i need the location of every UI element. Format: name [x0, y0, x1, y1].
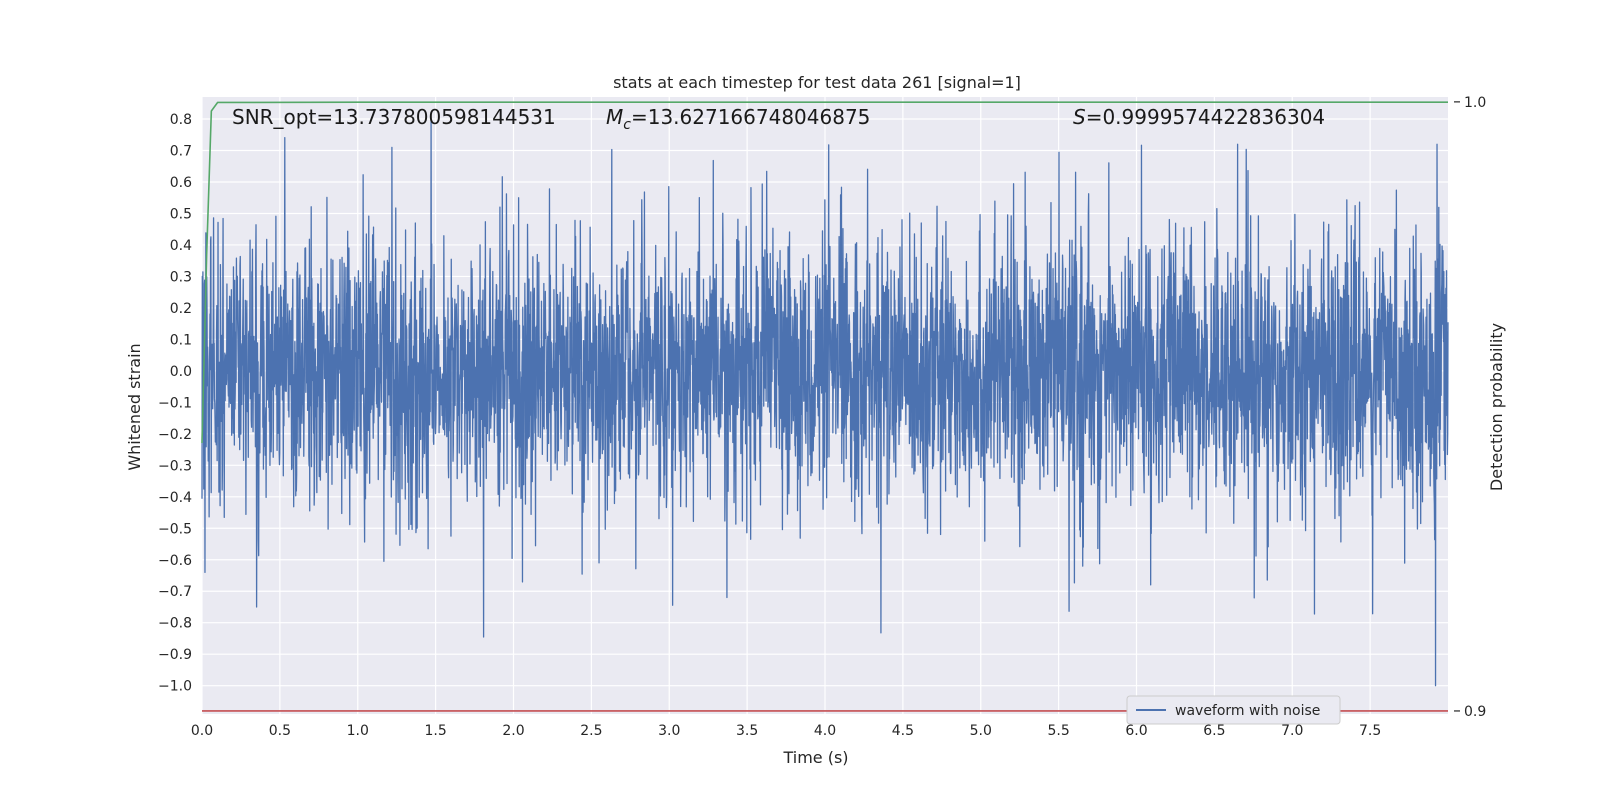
- chirp-mass-symbol: M: [606, 105, 623, 129]
- y-tick-label: −0.9: [158, 647, 192, 663]
- y-tick-label: −0.6: [158, 553, 192, 569]
- x-tick-label: 4.0: [814, 723, 836, 739]
- legend: waveform with noise: [1126, 695, 1341, 725]
- legend-box: [1126, 695, 1341, 725]
- s-annotation: S=0.9999574422836304: [1073, 105, 1325, 129]
- x-tick-label: 4.5: [892, 723, 914, 739]
- y-tick-label: −0.4: [158, 490, 192, 506]
- x-tick-label: 0.5: [269, 723, 291, 739]
- x-tick-label: 7.5: [1359, 723, 1381, 739]
- chart-title: stats at each timestep for test data 261…: [613, 73, 1021, 92]
- y-tick-label: −0.5: [158, 521, 192, 537]
- x-tick-label: 6.5: [1203, 723, 1225, 739]
- y-tick-label: 0.2: [170, 301, 192, 317]
- chirp-mass-value: =13.627166748046875: [631, 105, 870, 129]
- x-tick-label: 6.0: [1125, 723, 1147, 739]
- y-ticks: 0.8 0.7 0.6 0.5 0.4 0.3 0.2 0.1 0.0 −0.1 −0.2 −0.3 −…: [158, 112, 192, 695]
- x-tick-label: 3.0: [658, 723, 680, 739]
- chirp-mass-subscript: c: [623, 117, 631, 133]
- y-tick-label: 0.7: [170, 144, 192, 160]
- legend-label-waveform: waveform with noise: [1175, 703, 1320, 719]
- y-tick-label: −0.8: [158, 616, 192, 632]
- y-tick-label: 0.3: [170, 269, 192, 285]
- y-tick-label: 0.1: [170, 332, 192, 348]
- y-tick-label: −0.7: [158, 584, 192, 600]
- y-tick-label: 0.5: [170, 206, 192, 222]
- x-tick-label: 3.5: [736, 723, 758, 739]
- y-tick-label: 0.4: [170, 238, 192, 254]
- y-tick-label: −0.1: [158, 395, 192, 411]
- x-tick-label: 2.0: [502, 723, 524, 739]
- y-tick-label: −0.3: [158, 458, 192, 474]
- y2-axis-label: Detection probability: [1487, 323, 1506, 491]
- x-axis-label: Time (s): [782, 748, 848, 767]
- s-value: =0.9999574422836304: [1086, 105, 1325, 129]
- series-line-1: [201, 101, 1448, 443]
- x-tick-label: 2.5: [580, 723, 602, 739]
- y-tick-label: 0.0: [170, 364, 192, 380]
- series-line-0: [201, 118, 1449, 687]
- x-tick-label: 1.5: [424, 723, 446, 739]
- snr-annotation: SNR_opt=13.737800598144531: [232, 105, 556, 129]
- y-axis-label: Whitened strain: [125, 343, 144, 470]
- y-tick-label: −0.2: [158, 427, 192, 443]
- y2-ticks: 1.0 0.9: [1454, 95, 1486, 720]
- chirp-mass-annotation: Mc=13.627166748046875: [606, 105, 870, 133]
- x-tick-label: 1.0: [347, 723, 369, 739]
- y2-tick-label: 0.9: [1464, 704, 1486, 720]
- x-tick-label: 0.0: [191, 723, 213, 739]
- s-symbol: S: [1073, 105, 1086, 129]
- x-tick-label: 5.5: [1047, 723, 1069, 739]
- x-ticks: 0.0 0.5 1.0 1.5 2.0 2.5 3.0 3.5 4.0 4.5 5.0 5.5 6.0 6…: [191, 723, 1381, 739]
- x-tick-label: 5.0: [970, 723, 992, 739]
- y-tick-label: 0.6: [170, 175, 192, 191]
- y2-tick-label: 1.0: [1464, 95, 1486, 111]
- x-tick-label: 7.0: [1281, 723, 1303, 739]
- y-tick-label: 0.8: [170, 112, 192, 128]
- y-tick-label: −1.0: [158, 679, 192, 695]
